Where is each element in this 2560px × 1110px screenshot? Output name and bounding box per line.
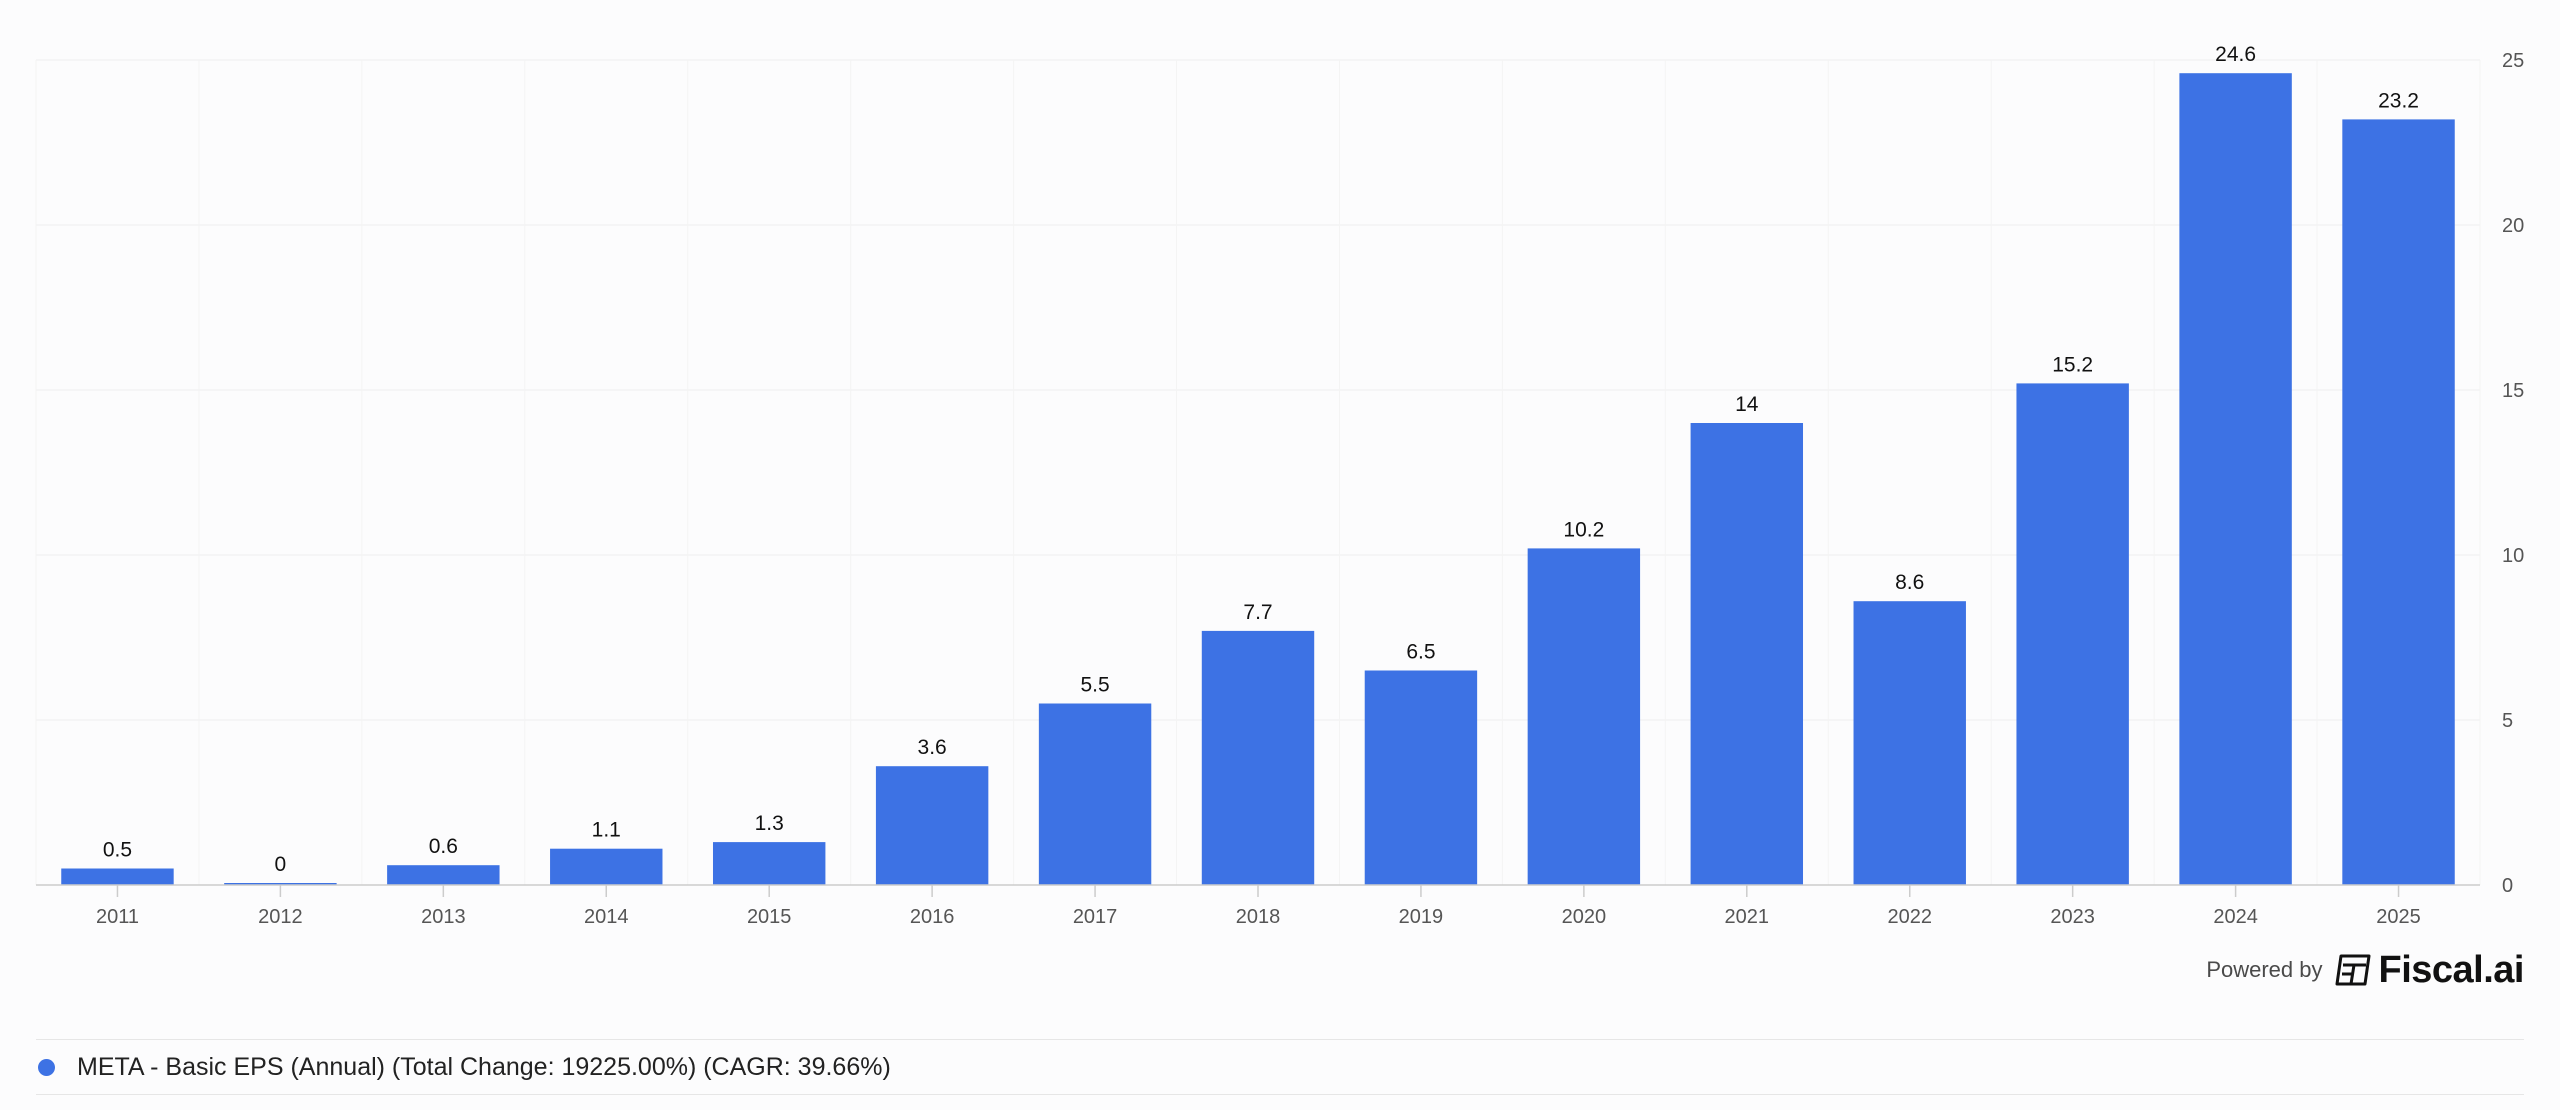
bar[interactable] — [2016, 383, 2129, 885]
bar[interactable] — [1853, 601, 1966, 885]
data-label: 5.5 — [1080, 674, 1109, 697]
x-tick-label: 2014 — [584, 906, 629, 928]
data-label: 10.2 — [1563, 518, 1604, 541]
bar[interactable] — [387, 865, 500, 885]
brand-name: Fiscal.ai — [2378, 948, 2525, 991]
y-tick-label: 20 — [2502, 215, 2524, 237]
x-tick-label: 2022 — [1887, 906, 1932, 928]
data-label: 23.2 — [2378, 89, 2419, 112]
x-tick-label: 2025 — [2376, 906, 2421, 928]
brand-logo[interactable]: Fiscal.ai — [2335, 948, 2525, 992]
powered-by[interactable]: Powered by Fiscal.ai — [2206, 948, 2524, 992]
x-axis: 2011 2012 2013 2014 2015 2016 2017 2018 2019 2020… — [36, 884, 2480, 928]
gridlines — [35, 59, 2481, 885]
bar[interactable] — [61, 868, 174, 886]
y-axis: 0 5 10 15 20 25 — [2502, 50, 2524, 897]
bar[interactable] — [1364, 670, 1478, 886]
x-tick-label: 2016 — [910, 906, 955, 928]
legend-label[interactable]: META - Basic EPS (Annual) (Total Change:… — [77, 1052, 891, 1081]
bar[interactable] — [2179, 73, 2292, 885]
y-tick-label: 5 — [2502, 710, 2513, 732]
x-tick-label: 2017 — [1073, 906, 1118, 928]
data-label: 0.6 — [429, 835, 458, 858]
fiscal-logo-icon — [2335, 954, 2371, 986]
x-tick-label: 2018 — [1236, 906, 1281, 928]
bar[interactable] — [1038, 703, 1152, 886]
bar[interactable] — [224, 883, 337, 885]
legend: META - Basic EPS (Annual) (Total Change:… — [36, 1039, 2524, 1095]
bar[interactable] — [1527, 548, 1641, 885]
bar[interactable] — [1201, 630, 1315, 885]
y-tick-label: 25 — [2502, 50, 2524, 72]
data-label: 3.6 — [918, 736, 947, 759]
bars — [61, 73, 2455, 886]
data-label: 1.3 — [755, 812, 784, 835]
data-labels: 0.5 0 0.6 1.1 1.3 3.6 5.5 7.7 6.5 10.2 14 8.6 15.2 24… — [103, 43, 2419, 876]
x-tick-label: 2024 — [2213, 906, 2258, 928]
bar[interactable] — [875, 766, 989, 885]
data-label: 0 — [275, 853, 287, 876]
x-tick-label: 2021 — [1725, 906, 1770, 928]
bar[interactable] — [712, 842, 826, 885]
data-label: 14 — [1735, 393, 1759, 416]
bar[interactable] — [1690, 423, 1804, 885]
data-label: 15.2 — [2052, 353, 2093, 376]
y-tick-label: 0 — [2502, 875, 2513, 897]
data-label: 0.5 — [103, 839, 132, 862]
x-tick-label: 2012 — [258, 906, 303, 928]
x-tick-label: 2015 — [747, 906, 792, 928]
x-tick-label: 2023 — [2050, 906, 2095, 928]
data-label: 8.6 — [1895, 571, 1924, 594]
y-tick-label: 15 — [2502, 380, 2524, 402]
bar[interactable] — [550, 848, 663, 885]
data-label: 24.6 — [2215, 43, 2256, 66]
data-label: 1.1 — [592, 819, 621, 842]
data-label: 7.7 — [1243, 601, 1272, 624]
data-label: 6.5 — [1406, 641, 1435, 664]
bar[interactable] — [2342, 119, 2455, 885]
x-tick-label: 2020 — [1562, 906, 1607, 928]
x-tick-label: 2011 — [96, 906, 139, 928]
x-tick-label: 2013 — [421, 906, 466, 928]
y-tick-label: 10 — [2502, 545, 2524, 567]
legend-marker[interactable] — [38, 1058, 55, 1076]
x-tick-label: 2019 — [1399, 906, 1444, 928]
powered-by-text: Powered by — [2206, 957, 2323, 982]
